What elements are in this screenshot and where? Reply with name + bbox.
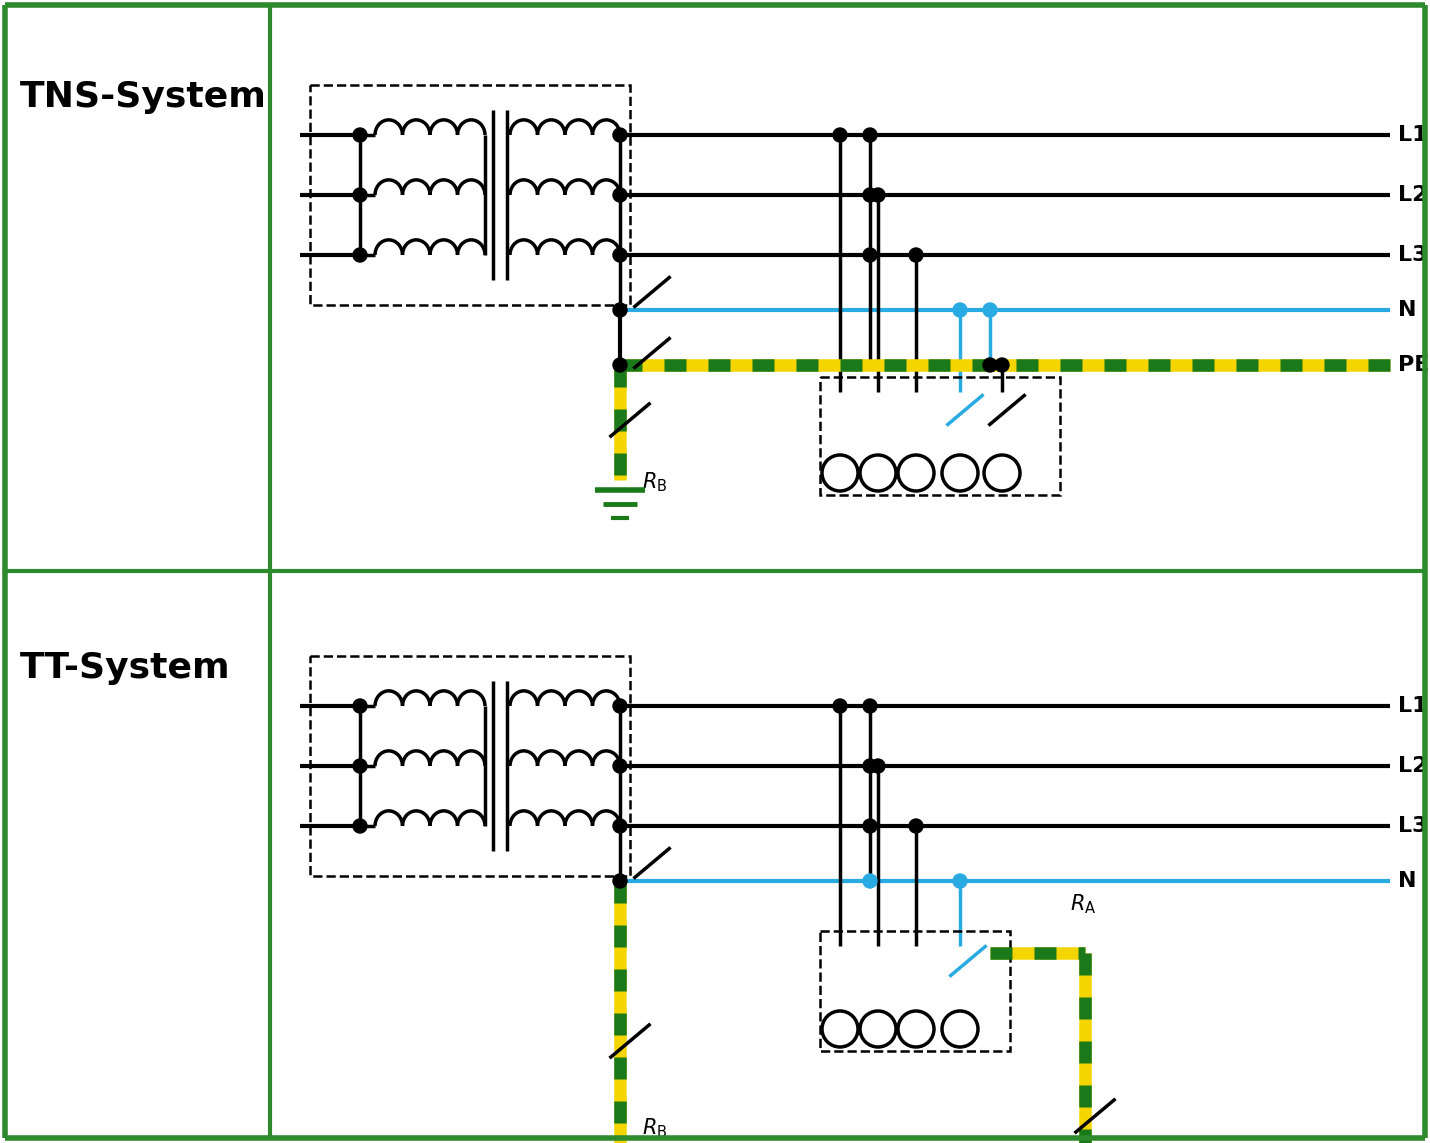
- Text: L3: L3: [1399, 245, 1427, 265]
- Circle shape: [613, 128, 626, 142]
- Text: L2: L2: [1399, 185, 1427, 205]
- Circle shape: [613, 248, 626, 262]
- Circle shape: [834, 128, 847, 142]
- Circle shape: [862, 248, 877, 262]
- Circle shape: [952, 874, 967, 888]
- Circle shape: [862, 759, 877, 773]
- Circle shape: [613, 303, 626, 317]
- Circle shape: [353, 187, 368, 202]
- Text: L3: L3: [1399, 816, 1427, 836]
- Circle shape: [613, 358, 626, 371]
- Circle shape: [952, 303, 967, 317]
- Text: TNS-System: TNS-System: [20, 80, 267, 114]
- Bar: [819, 932, 1010, 1052]
- Bar: [310, 656, 631, 876]
- Circle shape: [353, 700, 368, 713]
- Circle shape: [353, 248, 368, 262]
- Bar: [310, 85, 631, 305]
- Circle shape: [862, 700, 877, 713]
- Text: $R_\mathrm{B}$: $R_\mathrm{B}$: [642, 1116, 668, 1140]
- Circle shape: [834, 700, 847, 713]
- Circle shape: [862, 874, 877, 888]
- Circle shape: [871, 187, 885, 202]
- Circle shape: [871, 759, 885, 773]
- Circle shape: [862, 128, 877, 142]
- Text: PE: PE: [1399, 355, 1430, 375]
- Circle shape: [353, 128, 368, 142]
- Circle shape: [982, 303, 997, 317]
- Circle shape: [353, 759, 368, 773]
- Circle shape: [982, 358, 997, 371]
- Text: N: N: [1399, 299, 1417, 320]
- Circle shape: [353, 820, 368, 833]
- Text: L1: L1: [1399, 696, 1427, 716]
- Text: $R_\mathrm{A}$: $R_\mathrm{A}$: [1070, 893, 1097, 916]
- Circle shape: [862, 187, 877, 202]
- Text: $R_\mathrm{B}$: $R_\mathrm{B}$: [642, 470, 668, 494]
- Text: N: N: [1399, 871, 1417, 892]
- Circle shape: [613, 187, 626, 202]
- Circle shape: [909, 820, 922, 833]
- Text: TT-System: TT-System: [20, 652, 230, 685]
- Circle shape: [613, 700, 626, 713]
- Circle shape: [613, 820, 626, 833]
- Text: L1: L1: [1399, 125, 1427, 145]
- Text: L2: L2: [1399, 756, 1427, 776]
- Circle shape: [862, 820, 877, 833]
- Bar: [819, 377, 1060, 495]
- Circle shape: [909, 248, 922, 262]
- Circle shape: [613, 759, 626, 773]
- Circle shape: [613, 874, 626, 888]
- Circle shape: [995, 358, 1010, 371]
